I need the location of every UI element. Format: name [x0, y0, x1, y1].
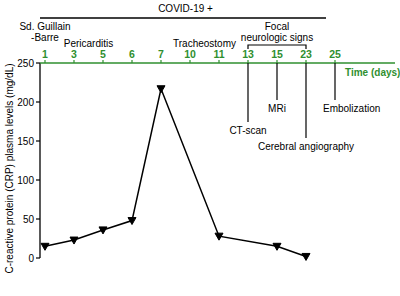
data-point [41, 243, 49, 250]
event-line [247, 63, 248, 122]
y-tick-label: 250 [17, 58, 34, 69]
event-label: Sd. Guillain [19, 21, 70, 32]
x-tick [160, 60, 161, 63]
x-tick-label: 13 [242, 48, 254, 60]
y-tick [36, 218, 40, 219]
period-label: COVID-19 + [158, 3, 213, 14]
x-tick-label: 5 [100, 48, 106, 60]
x-tick [131, 60, 132, 63]
x-tick-label: 6 [129, 48, 135, 60]
time-axis-line [40, 62, 395, 64]
y-tick-label: 100 [17, 175, 34, 186]
event-label: Focal [265, 21, 289, 32]
data-line [45, 89, 306, 257]
y-tick-label: 200 [17, 97, 34, 108]
x-tick [73, 60, 74, 63]
x-tick [247, 60, 248, 63]
event-label: Tracheostomy [173, 38, 236, 49]
y-tick [36, 140, 40, 141]
event-label: CT-scan [229, 125, 266, 136]
period-bar [40, 17, 326, 19]
event-label: Pericarditis [64, 38, 113, 49]
data-point [273, 243, 281, 250]
y-tick [36, 101, 40, 102]
x-tick-label: 25 [329, 48, 341, 60]
event-label: Embolization [323, 103, 380, 114]
x-tick-label: 23 [300, 48, 312, 60]
y-tick-label: 150 [17, 136, 34, 147]
y-axis-label: C-reactive protein (CRP) plasma levels (… [4, 63, 15, 273]
x-tick [44, 60, 45, 63]
event-label: MRi [268, 103, 286, 114]
event-label: -Barre [31, 32, 59, 43]
x-tick-label: 11 [213, 48, 224, 60]
event-bracket [248, 45, 306, 49]
event-line [276, 63, 277, 100]
event-label: Cerebral angiography [258, 141, 354, 152]
x-tick [218, 60, 219, 63]
chart: 0 50 100 150 200 250C-reactive protein (CRP) … [0, 0, 400, 296]
data-point [157, 86, 165, 93]
x-tick [276, 60, 277, 63]
x-tick [334, 60, 335, 63]
data-point [302, 253, 310, 260]
x-tick-label: 3 [71, 48, 77, 60]
plot-area [41, 86, 310, 261]
x-axis-label: Time (days) [345, 67, 400, 78]
event-line [334, 63, 335, 100]
event-line [305, 63, 306, 138]
y-tick-label: 50 [23, 214, 35, 225]
event-label: neurologic signs [241, 32, 313, 43]
x-tick-label: 10 [184, 48, 196, 60]
data-point [215, 233, 223, 240]
x-tick [189, 60, 190, 63]
data-point [70, 237, 78, 244]
x-tick-label: 1 [42, 48, 48, 60]
y-axis-line [39, 63, 40, 258]
x-tick [305, 60, 306, 63]
y-tick-label: 0 [28, 253, 34, 264]
x-tick-label: 7 [158, 48, 164, 60]
x-tick-label: 15 [271, 48, 283, 60]
data-point [99, 227, 107, 234]
y-tick [36, 179, 40, 180]
data-point [128, 218, 136, 225]
x-tick [102, 60, 103, 63]
y-tick [36, 257, 40, 258]
y-tick [36, 62, 40, 63]
